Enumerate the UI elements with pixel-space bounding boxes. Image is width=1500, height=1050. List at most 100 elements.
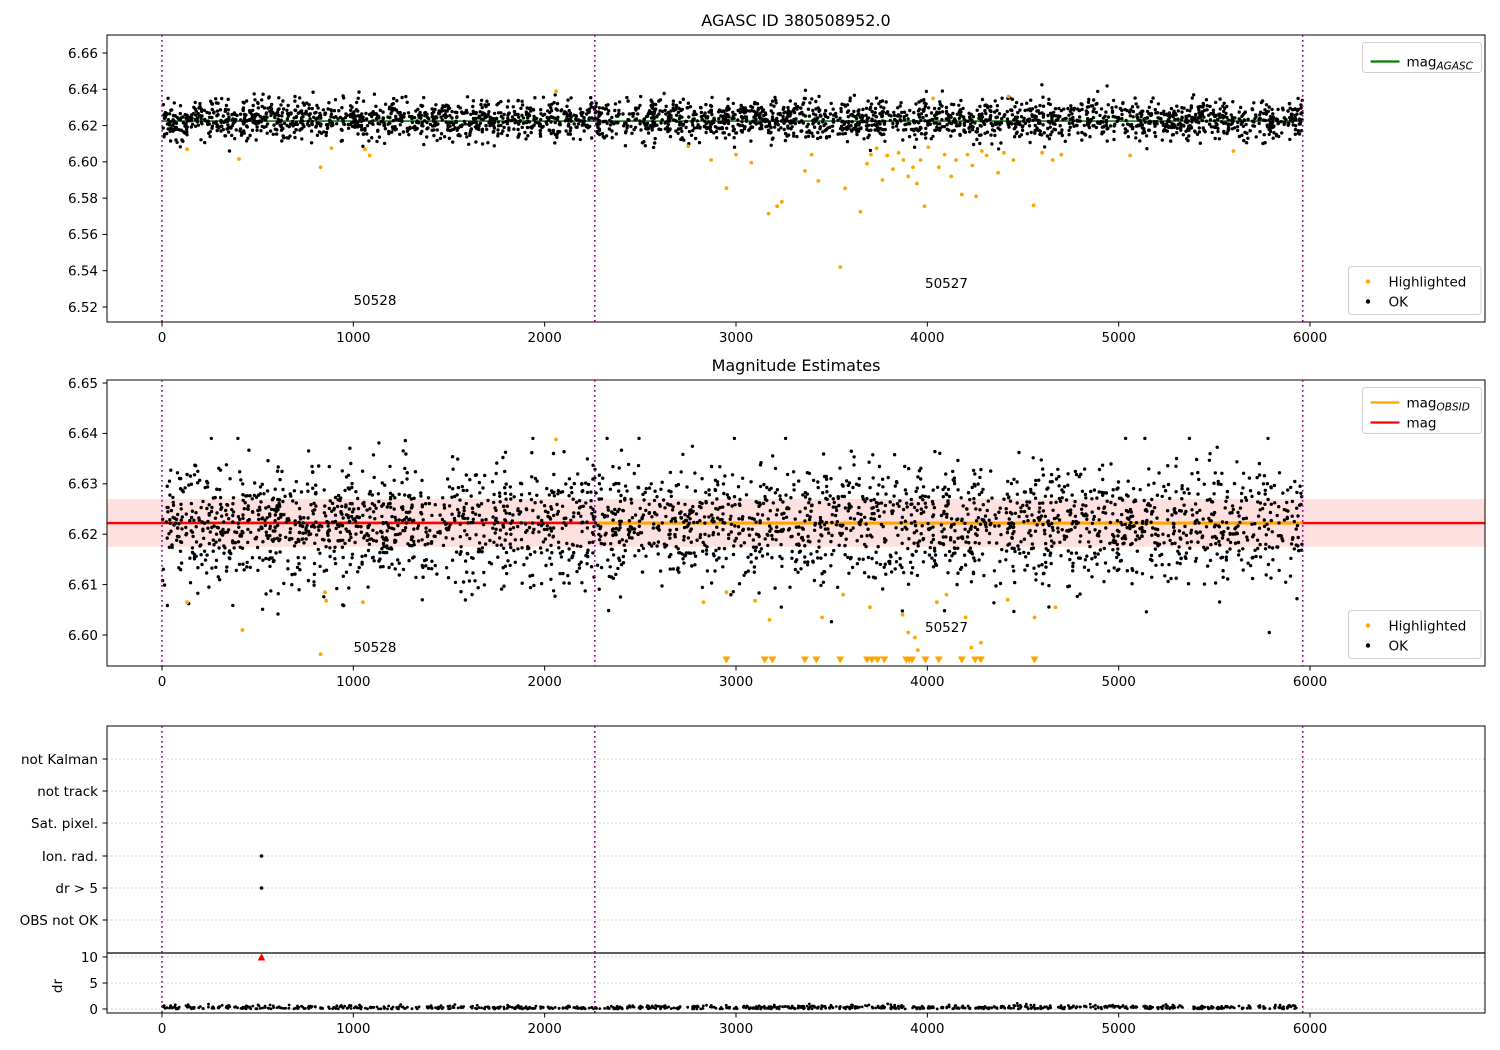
highlighted-point bbox=[896, 150, 901, 155]
highlighted-point bbox=[724, 186, 729, 191]
x-tick-label: 3000 bbox=[719, 674, 753, 690]
legend-item-label: OK bbox=[1389, 638, 1410, 654]
highlighted-point bbox=[984, 153, 989, 158]
plot1-title: AGASC ID 380508952.0 bbox=[701, 11, 890, 30]
highlighted-point bbox=[1032, 615, 1037, 620]
flag-row-label: Ion. rad. bbox=[42, 849, 98, 865]
highlighted-point bbox=[841, 592, 845, 597]
offscale-triangle bbox=[921, 656, 930, 664]
highlighted-point bbox=[1006, 94, 1011, 99]
flag-point bbox=[259, 854, 264, 858]
flag-scatter bbox=[259, 854, 264, 890]
x-tick-label: 5000 bbox=[1101, 330, 1135, 346]
x-tick-label: 4000 bbox=[910, 674, 944, 690]
y-tick-label: 6.63 bbox=[68, 477, 98, 493]
plot-agasc-magnitudes: 0 1000 2000 3000 4000 5000 60006.526.546.566.5… bbox=[68, 34, 1486, 346]
y-tick-label: 6.65 bbox=[68, 376, 98, 392]
ok-scatter bbox=[160, 436, 1304, 635]
highlighted-point bbox=[767, 618, 772, 622]
highlighted-point bbox=[922, 204, 927, 209]
plot-magnitude-estimates: 0 1000 2000 3000 4000 5000 60006.606.616.626.6… bbox=[68, 376, 1486, 690]
legend-item-label: Highlighted bbox=[1389, 618, 1467, 634]
flag-row-label: OBS not OK bbox=[20, 913, 100, 929]
highlighted-point bbox=[724, 590, 729, 595]
highlighted-point bbox=[969, 645, 974, 650]
highlighted-point bbox=[838, 265, 843, 269]
axes-frame bbox=[106, 379, 1486, 667]
highlighted-point bbox=[906, 630, 911, 635]
obsid-divider-lines bbox=[161, 35, 1304, 322]
highlighted-point bbox=[809, 152, 814, 157]
offscale-triangles bbox=[722, 656, 1039, 664]
highlighted-point bbox=[931, 96, 935, 101]
highlighted-point bbox=[970, 163, 975, 168]
ok-scatter bbox=[161, 83, 1305, 153]
y-tick-label: 6.66 bbox=[68, 46, 98, 62]
x-tick-label: 4000 bbox=[910, 330, 944, 346]
legend-dot-swatch bbox=[1365, 279, 1371, 284]
y-tick-label: 6.64 bbox=[68, 82, 98, 98]
highlighted-point bbox=[185, 147, 190, 152]
dr-outlier-marker bbox=[257, 953, 266, 961]
offscale-triangle bbox=[760, 656, 769, 664]
highlighted-point bbox=[963, 615, 968, 620]
x-tick-label: 4000 bbox=[910, 1021, 944, 1037]
y-axis-ticks: 6.60 6.61 6.62 6.63 6.64 6.65 bbox=[68, 376, 107, 644]
highlighted-point bbox=[959, 192, 964, 197]
y-tick-label: 6.60 bbox=[68, 628, 98, 644]
dr-tick-label: 5 bbox=[89, 976, 98, 992]
highlighted-point bbox=[324, 598, 329, 603]
highlighted-point bbox=[980, 149, 984, 153]
y-axis-ticks: 6.52 6.54 6.56 6.58 6.60 6.62 6.64 6.66 bbox=[68, 46, 107, 316]
offscale-triangle bbox=[812, 656, 821, 664]
offscale-triangle bbox=[1030, 656, 1039, 664]
highlighted-point bbox=[913, 635, 917, 640]
highlighted-point bbox=[865, 161, 869, 166]
highlighted-point bbox=[906, 174, 911, 179]
legend-dot-swatch bbox=[1365, 623, 1371, 628]
legend-box bbox=[1348, 266, 1482, 315]
highlighted-point bbox=[1011, 158, 1016, 162]
highlighted-point bbox=[914, 181, 919, 186]
obsid-label: 50528 bbox=[353, 293, 396, 309]
highlighted-point bbox=[367, 153, 372, 158]
highlighted-point bbox=[1128, 153, 1132, 158]
x-tick-label: 1000 bbox=[336, 674, 370, 690]
plot-quality-flags-dr: not Kalman not track Sat. pixel. Ion. rad. d… bbox=[20, 725, 1486, 1037]
gridlines bbox=[107, 758, 1485, 1010]
offscale-triangle bbox=[768, 656, 777, 664]
dr-tick-label: 10 bbox=[81, 950, 98, 966]
highlighted-point bbox=[709, 158, 713, 162]
x-tick-label: 5000 bbox=[1101, 1021, 1135, 1037]
highlighted-point bbox=[686, 144, 691, 149]
highlighted-point bbox=[1031, 203, 1036, 208]
highlighted-point bbox=[974, 194, 978, 199]
plot2-title: Magnitude Estimates bbox=[712, 356, 881, 375]
dr-tick-label: 0 bbox=[89, 1002, 98, 1018]
legend-item-label: OK bbox=[1389, 294, 1410, 310]
x-tick-label: 5000 bbox=[1101, 674, 1135, 690]
highlighted-point bbox=[318, 165, 323, 170]
highlighted-point bbox=[944, 592, 949, 597]
highlighted-point bbox=[766, 211, 771, 216]
offscale-triangle bbox=[908, 656, 917, 664]
y-tick-label: 6.62 bbox=[68, 118, 98, 134]
highlighted-point bbox=[816, 179, 821, 183]
highlighted-point bbox=[1231, 149, 1236, 153]
highlighted-point bbox=[965, 152, 970, 157]
flag-row-label: dr > 5 bbox=[55, 881, 98, 897]
axes-frame bbox=[106, 34, 1486, 323]
x-tick-label: 6000 bbox=[1293, 674, 1327, 690]
dr-axis-label: dr bbox=[50, 978, 66, 993]
highlighted-point bbox=[874, 146, 879, 151]
obsid-label: 50527 bbox=[925, 276, 968, 292]
highlighted-point bbox=[329, 146, 334, 151]
x-axis-ticks: 0 1000 2000 3000 4000 5000 6000 bbox=[158, 322, 1327, 346]
x-tick-label: 6000 bbox=[1293, 330, 1327, 346]
flag-row-label: not Kalman bbox=[21, 752, 98, 768]
highlighted-point bbox=[996, 170, 1000, 175]
highlighted-point bbox=[949, 174, 954, 179]
offscale-triangle bbox=[957, 656, 966, 664]
offscale-triangle bbox=[873, 656, 882, 664]
